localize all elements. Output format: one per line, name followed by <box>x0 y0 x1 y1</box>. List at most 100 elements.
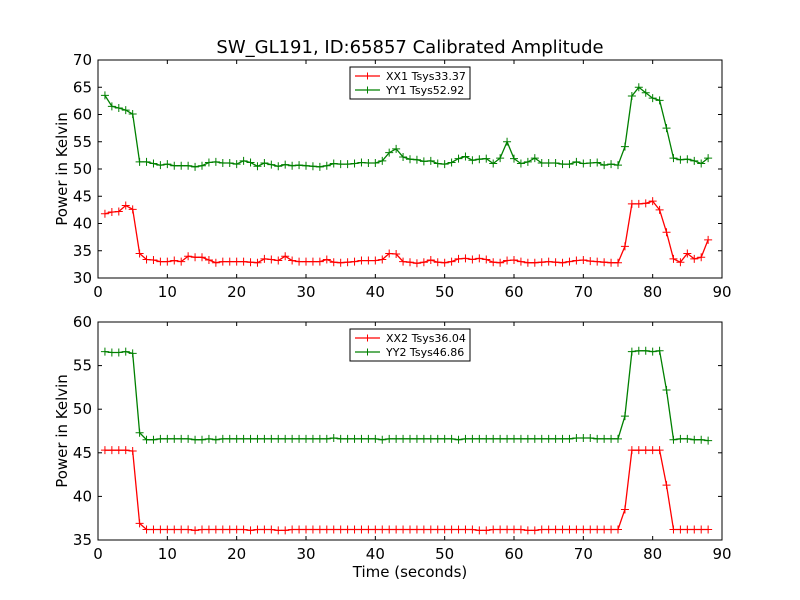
bottom-data-point <box>683 525 692 534</box>
bottom-data-point <box>648 347 657 356</box>
top-y-tick-label: 65 <box>73 78 92 96</box>
bottom-data-point <box>551 525 560 534</box>
bottom-data-point <box>371 525 380 534</box>
bottom-data-point <box>128 447 137 456</box>
bottom-data-point <box>343 434 352 443</box>
top-data-point <box>412 259 421 268</box>
top-data-point <box>114 103 123 112</box>
bottom-data-point <box>128 349 137 358</box>
top-data-point <box>156 257 165 266</box>
bottom-data-point <box>468 434 477 443</box>
top-x-tick-label: 60 <box>504 283 523 301</box>
bottom-data-point <box>634 346 643 355</box>
top-data-point <box>246 258 255 267</box>
top-data-point <box>322 161 331 170</box>
bottom-data-point <box>184 434 193 443</box>
bottom-data-point <box>177 525 186 534</box>
top-data-point <box>399 153 408 162</box>
bottom-data-point <box>662 386 671 395</box>
top-data-point <box>516 257 525 266</box>
top-data-point <box>322 255 331 264</box>
bottom-data-point <box>239 525 248 534</box>
top-data-point <box>662 228 671 237</box>
bottom-data-point <box>364 434 373 443</box>
top-data-point <box>607 258 616 267</box>
bottom-data-point <box>204 434 213 443</box>
top-data-point <box>371 159 380 168</box>
top-data-point <box>419 258 428 267</box>
top-data-point <box>482 255 491 264</box>
top-data-point <box>690 254 699 263</box>
bottom-data-point <box>412 434 421 443</box>
bottom-data-point <box>419 525 428 534</box>
top-data-point <box>149 256 158 265</box>
bottom-data-point <box>156 434 165 443</box>
bottom-data-point <box>170 434 179 443</box>
bottom-data-point <box>329 433 338 442</box>
bottom-data-point <box>482 434 491 443</box>
bottom-data-point <box>641 346 650 355</box>
top-data-point <box>496 258 505 267</box>
top-data-point <box>433 258 442 267</box>
top-data-point <box>558 160 567 169</box>
top-data-point <box>489 159 498 168</box>
bottom-data-point <box>274 526 283 535</box>
top-data-point <box>170 256 179 265</box>
bottom-data-point <box>225 434 234 443</box>
bottom-legend-label: XX2 Tsys36.04 <box>386 332 466 345</box>
bottom-data-point <box>142 525 151 534</box>
top-data-point <box>620 142 629 151</box>
bottom-data-point <box>184 525 193 534</box>
top-data-point <box>641 88 650 97</box>
bottom-data-point <box>302 525 310 534</box>
top-data-point <box>551 258 560 267</box>
top-data-point <box>704 154 713 163</box>
top-data-point <box>142 157 151 166</box>
bottom-data-point <box>697 435 706 444</box>
top-data-point <box>419 157 428 166</box>
top-data-point <box>336 258 345 267</box>
bottom-data-point <box>690 525 699 534</box>
bottom-data-point <box>510 434 518 443</box>
bottom-data-point <box>336 525 345 534</box>
bottom-data-point <box>627 446 636 455</box>
top-data-point <box>676 258 685 267</box>
bottom-plot-frame <box>97 321 723 541</box>
bottom-data-point <box>406 525 414 534</box>
bottom-data-point <box>100 446 109 455</box>
top-data-point <box>614 258 622 267</box>
bottom-data-point <box>627 347 636 356</box>
bottom-x-tick-label: 50 <box>435 545 454 563</box>
top-data-point <box>315 162 324 171</box>
top-data-point <box>281 160 290 169</box>
bottom-data-point <box>142 435 151 444</box>
top-data-point <box>121 201 130 210</box>
top-data-point <box>128 205 137 214</box>
top-y-axis-label: Power in Kelvin <box>53 112 71 226</box>
bottom-data-point <box>211 435 220 444</box>
top-data-point <box>697 159 706 168</box>
bottom-data-point <box>426 434 435 443</box>
top-data-point <box>586 257 595 266</box>
top-data-point <box>281 252 290 261</box>
bottom-data-point <box>170 525 179 534</box>
bottom-data-point <box>107 446 116 455</box>
top-legend <box>349 66 471 100</box>
bottom-data-point <box>669 435 678 444</box>
top-data-point <box>198 161 206 170</box>
bottom-data-point <box>669 525 678 534</box>
top-data-point <box>211 258 220 267</box>
bottom-data-point <box>579 525 588 534</box>
top-data-point <box>510 256 518 265</box>
top-data-point <box>107 102 116 111</box>
bottom-data-point <box>676 525 685 534</box>
bottom-data-point <box>620 505 629 514</box>
top-data-point <box>516 159 525 168</box>
bottom-data-point <box>357 434 366 443</box>
bottom-data-point <box>406 434 414 443</box>
bottom-data-point <box>121 446 130 455</box>
top-y-tick-label: 55 <box>73 133 92 151</box>
top-data-point <box>620 242 629 251</box>
bottom-data-point <box>253 434 262 443</box>
bottom-data-point <box>634 446 643 455</box>
